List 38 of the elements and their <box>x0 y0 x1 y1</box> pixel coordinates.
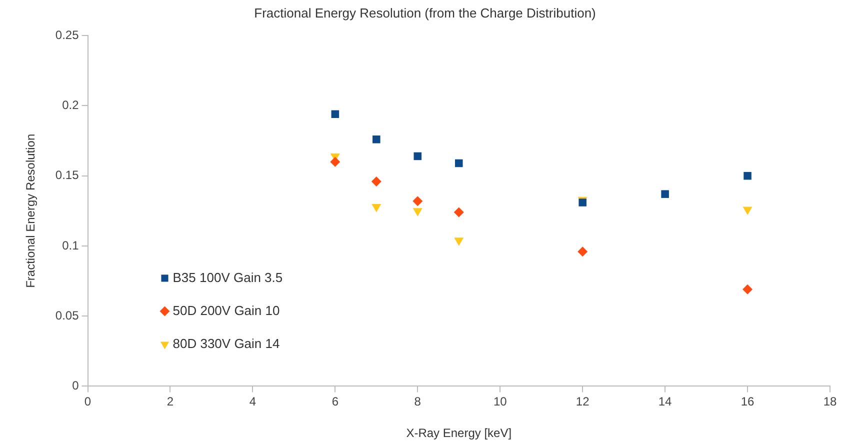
y-tick-label: 0.15 <box>55 168 80 182</box>
x-tick-label: 14 <box>658 394 672 409</box>
y-tick-label: 0.1 <box>62 238 80 252</box>
point <box>578 246 588 257</box>
x-tick-label: 8 <box>414 394 422 409</box>
legend-label: B35 100V Gain 3.5 <box>172 270 283 285</box>
point <box>744 172 752 180</box>
point <box>331 110 340 118</box>
point <box>742 284 753 294</box>
x-tick-label: 2 <box>166 394 174 409</box>
point <box>454 159 463 168</box>
point <box>414 152 422 160</box>
x-tick-label: 4 <box>249 394 256 409</box>
y-tick-label: 0.2 <box>62 98 80 112</box>
point <box>372 204 382 212</box>
y-tick-label: 0 <box>72 378 80 393</box>
y-axis-title: Fractional Energy Resolution <box>24 134 38 288</box>
point <box>372 135 380 144</box>
x-tick-label: 10 <box>493 394 508 409</box>
x-axis-title: X-Ray Energy [keV] <box>406 426 512 440</box>
point <box>742 206 752 215</box>
point <box>412 208 422 216</box>
x-tick-label: 6 <box>332 394 339 409</box>
legend-label: 50D 200V Gain 10 <box>172 302 280 318</box>
point <box>330 156 340 167</box>
y-tick-label: 0.25 <box>55 28 80 42</box>
x-tick-label: 16 <box>740 394 755 409</box>
chart-title: Fractional Energy Resolution (from the Charge Distribution) <box>254 5 596 20</box>
x-tick-label: 18 <box>823 394 837 409</box>
legend-label: 80D 330V Gain 14 <box>172 336 280 351</box>
point <box>661 190 669 198</box>
point <box>454 207 464 218</box>
point <box>412 196 423 206</box>
x-tick-label: 12 <box>576 394 590 409</box>
point <box>454 238 464 246</box>
x-tick-label: 0 <box>84 394 92 409</box>
point <box>371 176 382 186</box>
y-tick-label: 0.05 <box>55 308 80 322</box>
